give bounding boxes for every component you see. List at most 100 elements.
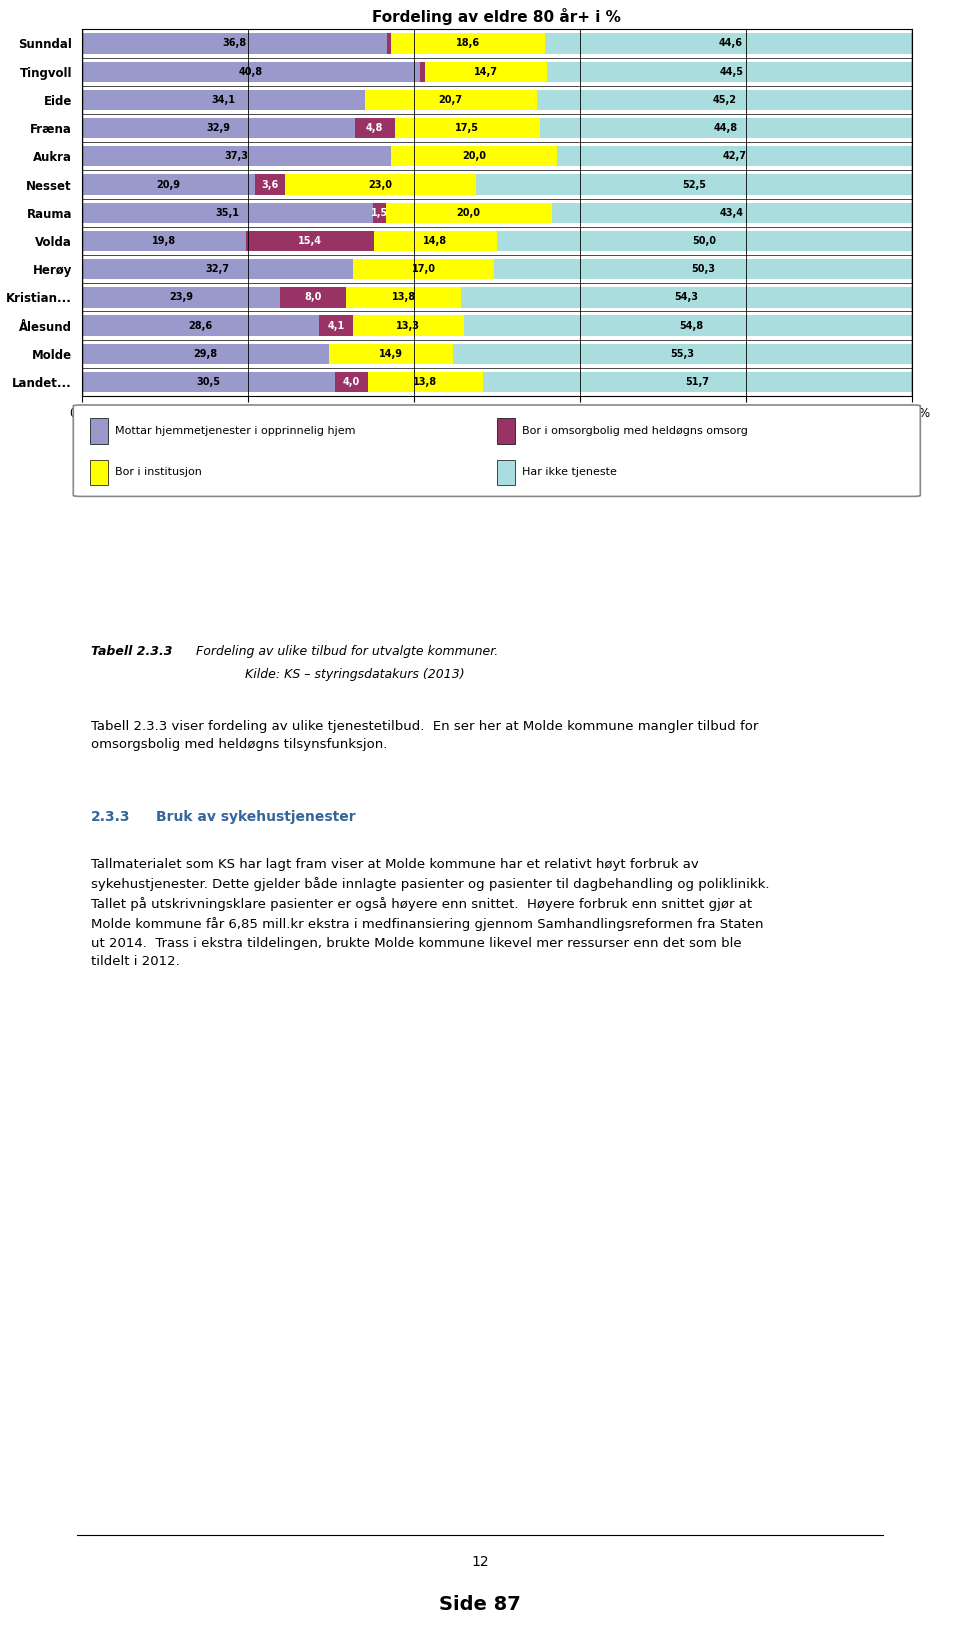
Text: 14,8: 14,8 (423, 236, 447, 246)
Text: 36,8: 36,8 (223, 39, 247, 49)
Bar (255, 174, 285, 194)
Bar (82, 62, 420, 82)
Bar (82, 287, 280, 308)
Bar (420, 62, 424, 82)
Text: 8,0: 8,0 (304, 292, 322, 302)
Text: 32,9: 32,9 (206, 124, 230, 134)
Text: 20,0: 20,0 (457, 207, 481, 218)
Text: 29,8: 29,8 (193, 349, 217, 359)
Text: 13,8: 13,8 (414, 377, 438, 386)
Text: Bor i institusjon: Bor i institusjon (115, 468, 202, 478)
Text: Bruk av sykehustjenester: Bruk av sykehustjenester (156, 810, 355, 825)
Bar (82, 33, 387, 54)
Text: 54,8: 54,8 (679, 321, 703, 331)
Text: 44,8: 44,8 (714, 124, 738, 134)
Text: Har ikke tjeneste: Har ikke tjeneste (521, 468, 616, 478)
Bar (82, 231, 912, 251)
Bar (82, 202, 373, 223)
Text: 23,9: 23,9 (169, 292, 193, 302)
Bar (82, 315, 912, 336)
Bar (82, 287, 912, 308)
Bar (365, 90, 537, 111)
Bar (335, 372, 368, 393)
Bar (82, 147, 912, 166)
Text: Tabell 2.3.3 viser fordeling av ulike tjenestetilbud.  En ser her at Molde kommu: Tabell 2.3.3 viser fordeling av ulike tj… (91, 720, 758, 751)
Text: 20,7: 20,7 (439, 95, 463, 104)
Bar (82, 344, 329, 363)
Text: 45,2: 45,2 (712, 95, 736, 104)
Bar (82, 90, 912, 111)
Bar (368, 372, 483, 393)
Text: 34,1: 34,1 (211, 95, 235, 104)
Bar (319, 315, 353, 336)
Text: 15,4: 15,4 (298, 236, 322, 246)
Text: 2.3.3: 2.3.3 (91, 810, 131, 825)
Bar (545, 33, 915, 54)
Bar (82, 174, 255, 194)
Text: 1,5: 1,5 (371, 207, 388, 218)
Text: 32,7: 32,7 (205, 264, 229, 274)
Text: 14,7: 14,7 (473, 67, 497, 77)
Bar (476, 174, 912, 194)
Text: 50,3: 50,3 (691, 264, 715, 274)
Bar (387, 33, 391, 54)
Bar (329, 344, 453, 363)
Bar (483, 372, 912, 393)
Text: Tabell 2.3.3: Tabell 2.3.3 (91, 645, 173, 659)
Text: 13,8: 13,8 (392, 292, 416, 302)
FancyBboxPatch shape (73, 404, 921, 497)
Bar (82, 117, 912, 139)
Bar (453, 344, 912, 363)
Bar (82, 174, 912, 194)
Text: 35,1: 35,1 (215, 207, 239, 218)
Text: Kilde: KS – styringsdatakurs (2013): Kilde: KS – styringsdatakurs (2013) (245, 668, 465, 681)
Bar (82, 202, 912, 223)
Text: 14,9: 14,9 (379, 349, 403, 359)
Bar (82, 147, 392, 166)
Bar (90, 460, 108, 484)
Bar (494, 259, 912, 279)
Bar (558, 147, 912, 166)
Bar (82, 117, 355, 139)
Bar (82, 372, 335, 393)
Text: 12: 12 (471, 1555, 489, 1570)
Text: 40,8: 40,8 (239, 67, 263, 77)
Bar (497, 460, 516, 484)
Bar (246, 231, 373, 251)
Text: 19,8: 19,8 (152, 236, 176, 246)
Bar (373, 231, 497, 251)
Bar (82, 33, 912, 54)
Text: Fordeling av ulike tilbud for utvalgte kommuner.: Fordeling av ulike tilbud for utvalgte k… (180, 645, 498, 659)
Text: 23,0: 23,0 (369, 179, 393, 189)
Text: 4,1: 4,1 (327, 321, 345, 331)
Bar (82, 315, 319, 336)
Title: Fordeling av eldre 80 år+ i %: Fordeling av eldre 80 år+ i % (372, 8, 621, 26)
Text: Tallmaterialet som KS har lagt fram viser at Molde kommune har et relativt høyt : Tallmaterialet som KS har lagt fram vise… (91, 857, 770, 968)
Bar (461, 287, 912, 308)
Bar (386, 202, 552, 223)
Bar (353, 259, 494, 279)
Text: 3,6: 3,6 (261, 179, 278, 189)
Text: 44,6: 44,6 (718, 39, 742, 49)
Text: 13,3: 13,3 (396, 321, 420, 331)
Text: 54,3: 54,3 (675, 292, 699, 302)
Bar (373, 202, 386, 223)
Bar (82, 259, 912, 279)
Bar (540, 117, 912, 139)
Text: 4,0: 4,0 (343, 377, 360, 386)
Bar (353, 315, 464, 336)
Bar (392, 147, 558, 166)
Text: 30,5: 30,5 (196, 377, 220, 386)
Text: 44,5: 44,5 (719, 67, 743, 77)
Bar (90, 419, 108, 443)
Bar (355, 117, 395, 139)
Bar (464, 315, 919, 336)
Bar (82, 259, 353, 279)
Text: 55,3: 55,3 (670, 349, 694, 359)
Text: 28,6: 28,6 (188, 321, 212, 331)
Text: Side 87: Side 87 (439, 1596, 521, 1614)
Text: Mottar hjemmetjenester i opprinnelig hjem: Mottar hjemmetjenester i opprinnelig hje… (115, 425, 355, 435)
Text: 20,0: 20,0 (463, 152, 487, 161)
Text: 18,6: 18,6 (456, 39, 480, 49)
Text: 43,4: 43,4 (720, 207, 744, 218)
